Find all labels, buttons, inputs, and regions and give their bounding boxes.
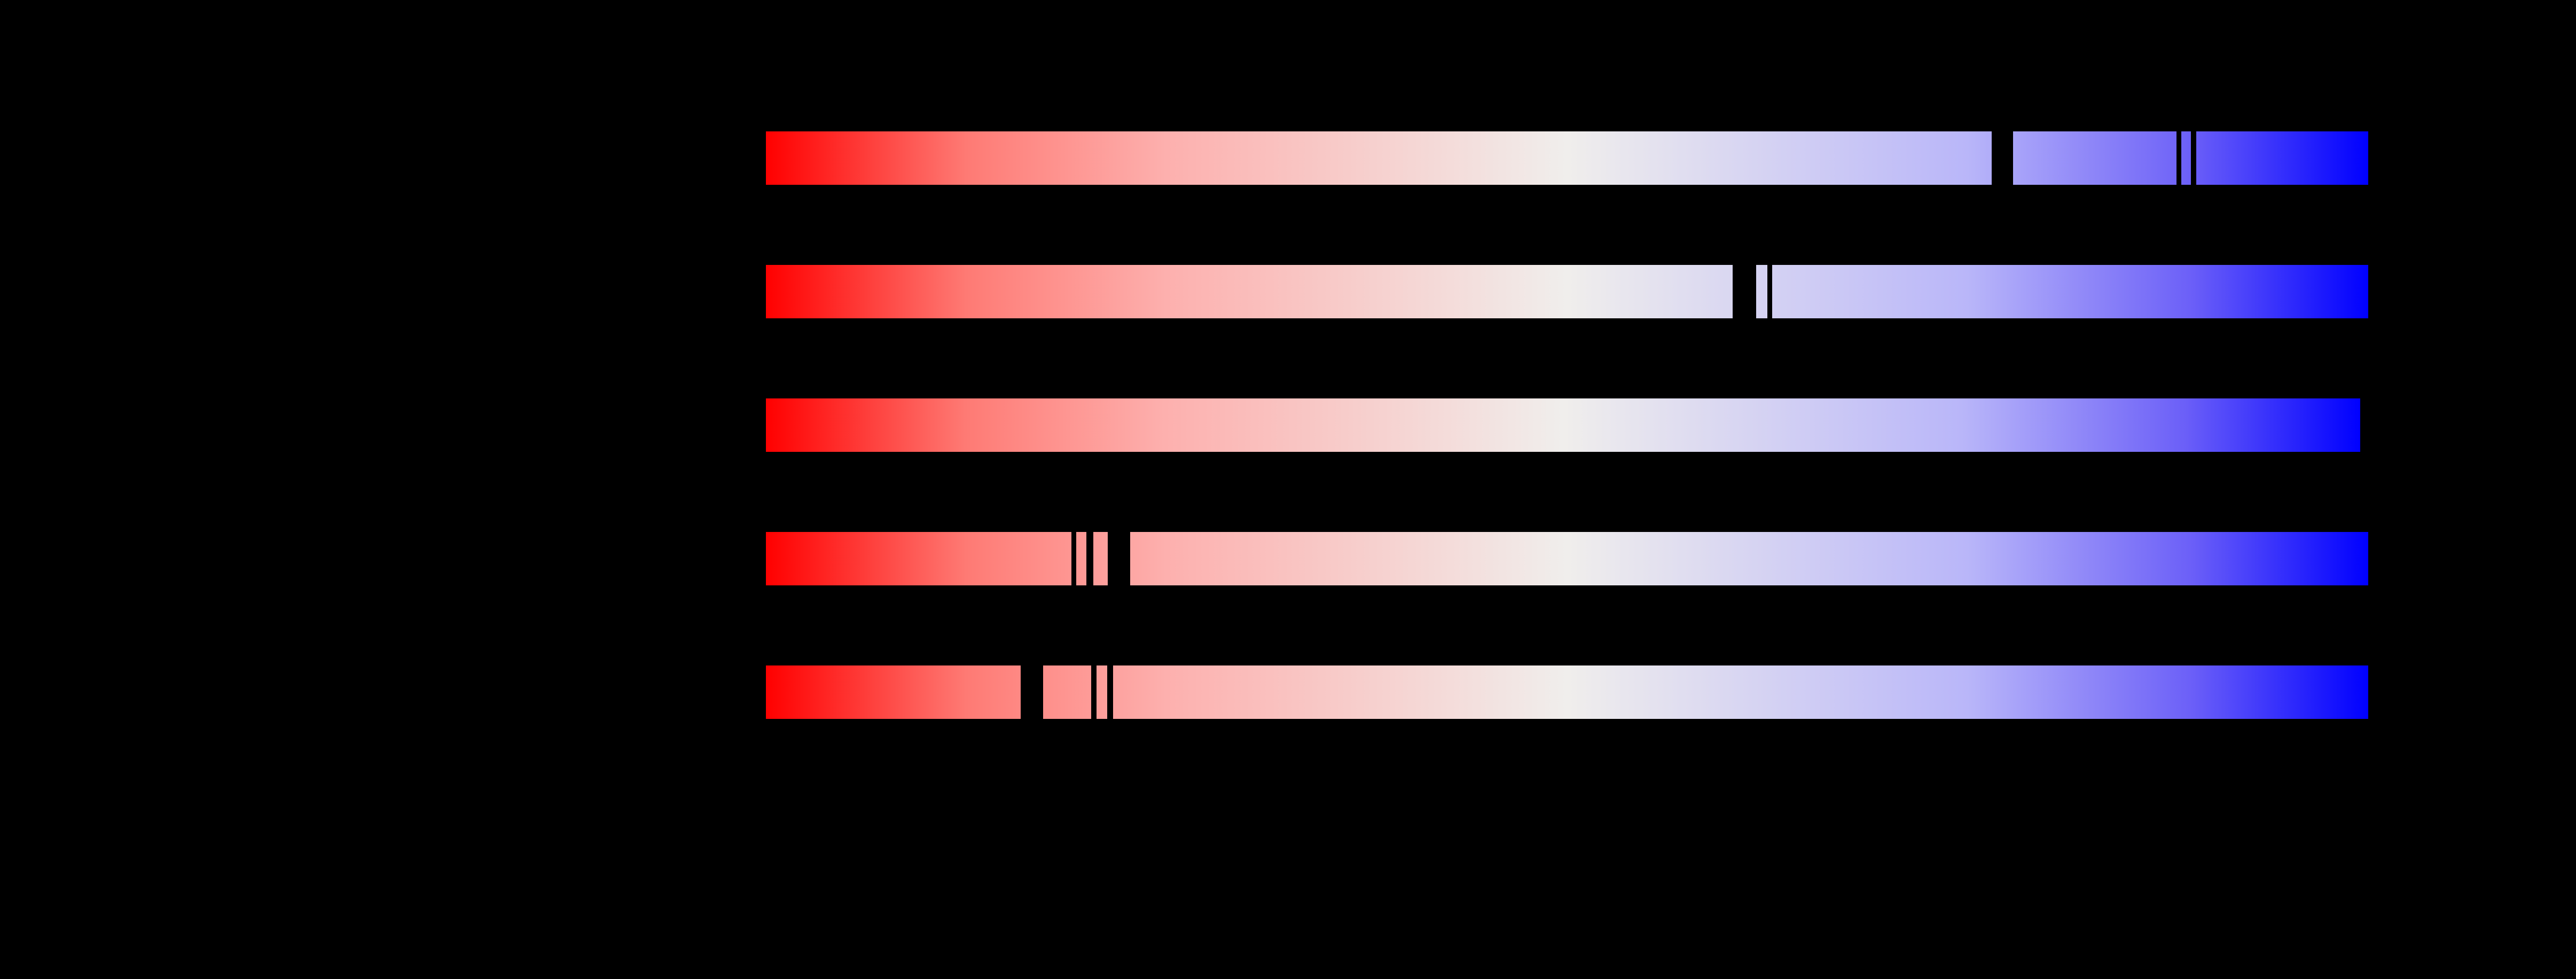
gradient-bar: [766, 665, 2368, 719]
tick-mark: [1071, 532, 1076, 585]
tick-mark: [1992, 131, 2013, 185]
tick-mark: [2176, 131, 2181, 185]
tick-mark: [2191, 131, 2196, 185]
tick-mark: [1086, 532, 1093, 585]
tick-mark: [1733, 265, 1756, 318]
gradient-bar: [766, 532, 2368, 585]
tick-mark: [1767, 265, 1772, 318]
tick-mark: [1021, 665, 1043, 719]
gradient-bar: [766, 131, 2368, 185]
tick-mark: [1108, 532, 1130, 585]
gradient-bar: [766, 265, 2368, 318]
tick-mark: [1107, 665, 1113, 719]
tick-mark: [1091, 665, 1097, 719]
gradient-bar: [766, 398, 2360, 452]
